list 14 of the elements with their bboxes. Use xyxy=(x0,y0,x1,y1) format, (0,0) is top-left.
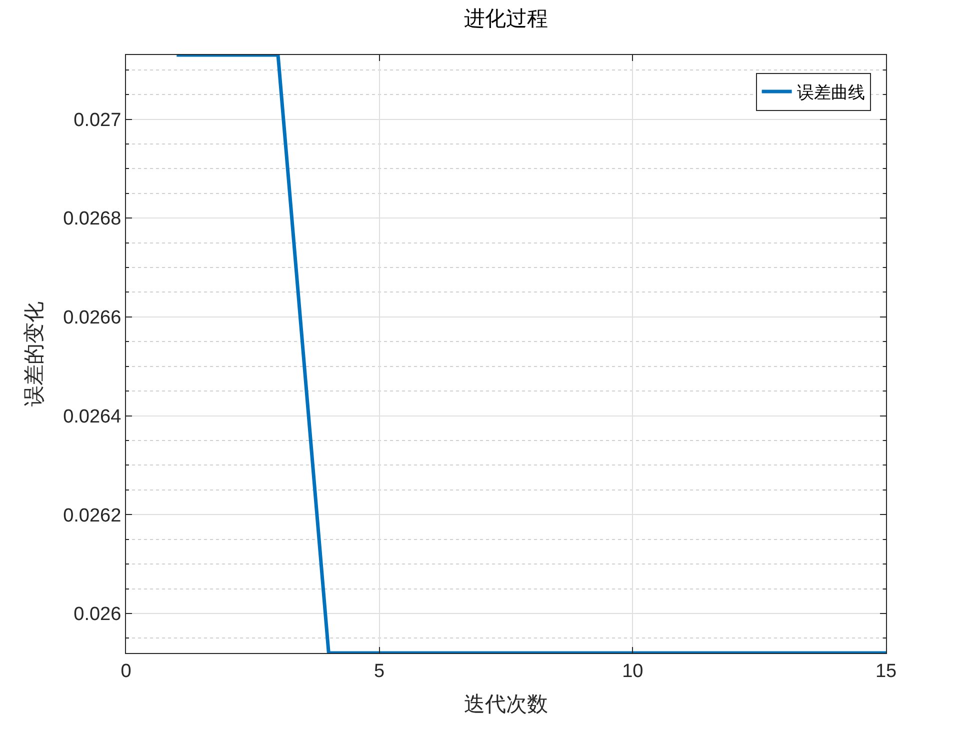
x-axis-title: 迭代次数 xyxy=(464,692,548,716)
x-tick-label: 15 xyxy=(875,660,897,682)
chart-title: 进化过程 xyxy=(464,6,548,31)
y-tick-label: 0.0266 xyxy=(63,308,122,329)
y-tick-label: 0.0268 xyxy=(63,208,122,230)
y-tick-label: 0.0264 xyxy=(63,406,122,428)
legend-label: 误差曲线 xyxy=(796,83,865,104)
x-tick-label: 5 xyxy=(374,660,385,682)
x-tick-label: 10 xyxy=(622,660,644,682)
y-axis-title: 误差的变化 xyxy=(22,302,46,406)
y-tick-label: 0.027 xyxy=(74,110,122,131)
x-tick-label: 0 xyxy=(120,660,132,682)
y-tick-label: 0.0262 xyxy=(63,505,122,526)
y-tick-label: 0.026 xyxy=(74,604,122,626)
